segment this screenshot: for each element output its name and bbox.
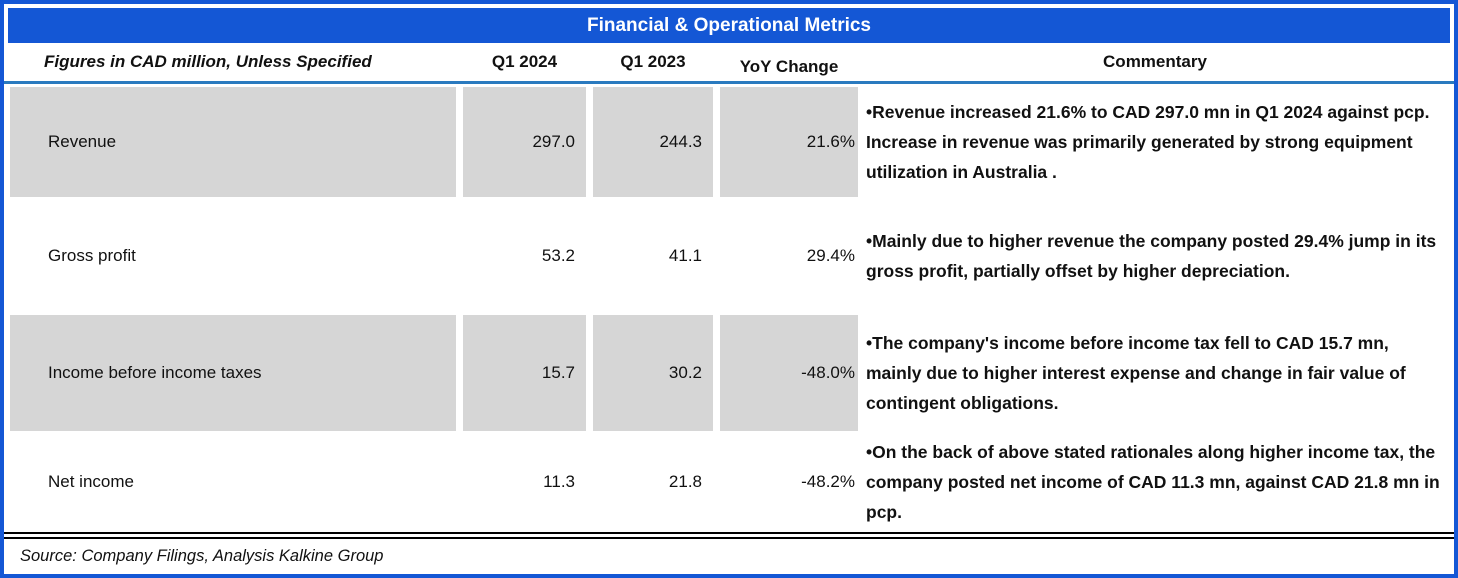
value-q1-2023: 41.1 — [668, 246, 702, 265]
column-gap — [456, 200, 463, 312]
column-gap — [713, 84, 720, 200]
column-gap — [586, 200, 593, 312]
value-q1-2023: 21.8 — [668, 472, 702, 491]
row-commentary: •The company's income before income tax … — [866, 333, 1406, 413]
value-q1-2024: 297.0 — [463, 87, 586, 197]
row-commentary: •Revenue increased 21.6% to CAD 297.0 mn… — [866, 102, 1430, 182]
value-yoy: 21.6% — [720, 87, 858, 197]
table-row-income-before-taxes: Income before income taxes 15.7 30.2 -48… — [10, 312, 1448, 434]
column-header-q1-2023: Q1 2023 — [620, 52, 686, 71]
table-row-net-income: Net income 11.3 21.8 -48.2% •On the back… — [10, 434, 1448, 530]
value-yoy: -48.0% — [720, 315, 858, 431]
table-title: Financial & Operational Metrics — [586, 14, 872, 36]
value-yoy: 29.4% — [806, 246, 855, 265]
value-q1-2024: 53.2 — [541, 246, 575, 265]
row-label: Revenue — [10, 87, 456, 197]
column-gap — [456, 84, 463, 200]
row-commentary: •On the back of above stated rationales … — [866, 442, 1440, 522]
row-label: Income before income taxes — [10, 315, 456, 431]
column-header-yoy-change: YoY Change — [739, 56, 839, 76]
value-yoy: -48.2% — [801, 472, 855, 491]
table-title-bar: Financial & Operational Metrics — [8, 8, 1450, 43]
value-q1-2024: 11.3 — [543, 472, 575, 491]
row-commentary: •Mainly due to higher revenue the compan… — [866, 231, 1437, 281]
column-gap — [456, 434, 463, 530]
row-label: Net income — [48, 472, 134, 491]
column-header-q1-2024: Q1 2024 — [491, 52, 558, 71]
column-gap — [713, 200, 720, 312]
column-header-figures: Figures in CAD million, Unless Specified — [44, 52, 372, 71]
value-q1-2023: 244.3 — [593, 87, 713, 197]
source-note: Source: Company Filings, Analysis Kalkin… — [20, 547, 384, 565]
table-row-gross-profit: Gross profit 53.2 41.1 29.4% •Mainly due… — [10, 200, 1448, 312]
row-label: Gross profit — [48, 246, 136, 265]
column-header-commentary: Commentary — [1103, 52, 1207, 71]
column-gap — [713, 434, 720, 530]
column-gap — [586, 434, 593, 530]
column-gap — [456, 312, 463, 434]
column-gap — [713, 312, 720, 434]
table-body: Revenue 297.0 244.3 21.6% •Revenue incre… — [4, 84, 1454, 530]
value-q1-2023: 30.2 — [593, 315, 713, 431]
column-gap — [586, 84, 593, 200]
value-q1-2024: 15.7 — [463, 315, 586, 431]
column-header-row: Figures in CAD million, Unless Specified… — [4, 43, 1454, 84]
column-gap — [586, 312, 593, 434]
table-row-revenue: Revenue 297.0 244.3 21.6% •Revenue incre… — [10, 84, 1448, 200]
double-rule-divider — [4, 532, 1454, 539]
